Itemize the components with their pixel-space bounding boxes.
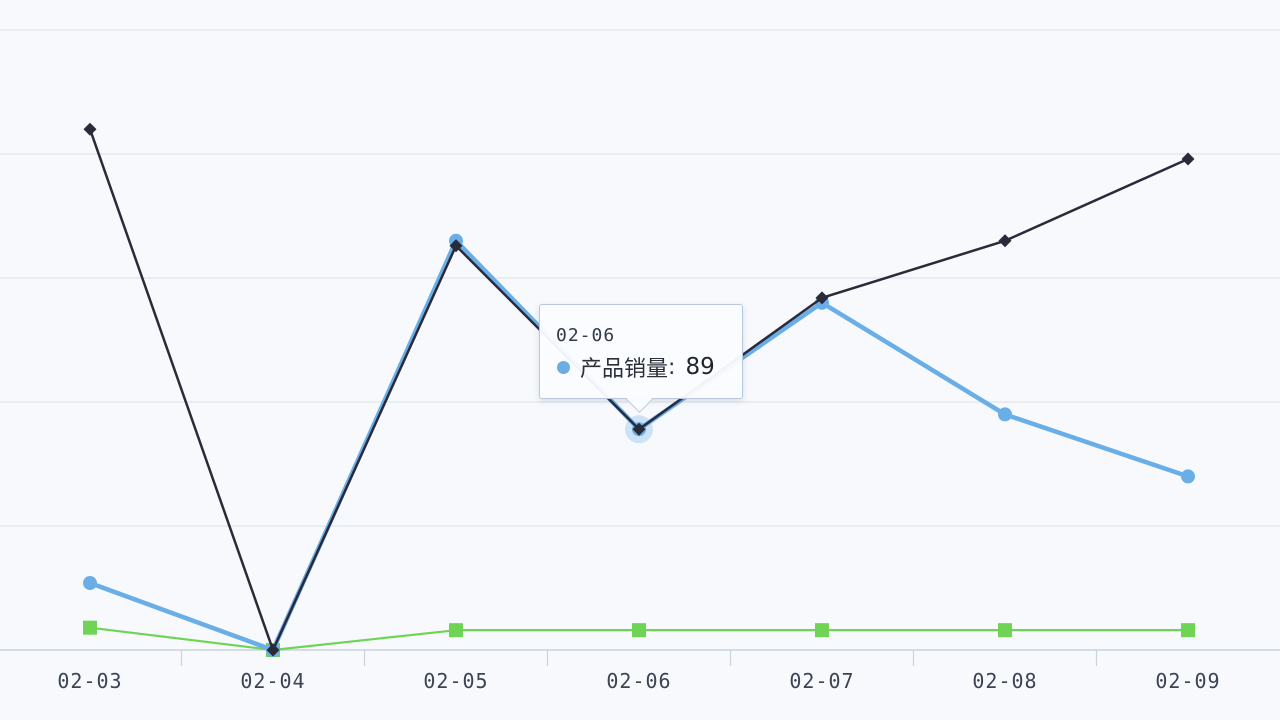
tooltip: 02-06 产品销量 : 89 (539, 304, 743, 399)
data-point[interactable] (1181, 152, 1195, 166)
x-tick-label: 02-04 (240, 669, 305, 693)
data-point[interactable] (266, 643, 280, 657)
x-tick-label: 02-06 (606, 669, 671, 693)
data-point[interactable] (449, 239, 463, 253)
series-1 (83, 122, 1195, 657)
x-axis (0, 649, 1280, 666)
x-tick-labels: 02-03 02-04 02-05 02-06 02-07 02-08 02-09 (57, 669, 1220, 693)
data-point[interactable] (632, 623, 646, 638)
data-point[interactable] (998, 623, 1012, 638)
tooltip-separator: : (668, 354, 676, 380)
grid-lines (0, 29, 1280, 527)
series-line-0 (87, 238, 1191, 653)
x-tick-label: 02-07 (789, 669, 854, 693)
data-point[interactable] (998, 234, 1012, 248)
tooltip-row: 产品销量 : 89 (557, 351, 715, 383)
tooltip-value: 89 (685, 354, 715, 380)
tooltip-category: 02-06 (556, 325, 616, 346)
x-tick-label: 02-03 (57, 669, 122, 693)
data-point[interactable] (815, 291, 829, 305)
data-point[interactable] (83, 122, 97, 136)
series-0 (83, 233, 1195, 657)
data-point[interactable] (449, 623, 463, 638)
data-point[interactable] (998, 407, 1012, 422)
x-tick-label: 02-08 (972, 669, 1037, 693)
data-point[interactable] (83, 620, 97, 635)
tooltip-series-dot-icon (557, 360, 570, 374)
series-layer (83, 122, 1195, 657)
data-point[interactable] (1181, 469, 1195, 484)
x-tick-label: 02-05 (423, 669, 488, 693)
data-point[interactable] (632, 422, 646, 436)
data-point[interactable] (1181, 623, 1195, 638)
series-2 (83, 620, 1195, 657)
x-tick-label: 02-09 (1155, 669, 1220, 693)
data-point[interactable] (83, 576, 97, 591)
data-point[interactable] (815, 623, 829, 638)
tooltip-series-name: 产品销量 (580, 357, 669, 382)
